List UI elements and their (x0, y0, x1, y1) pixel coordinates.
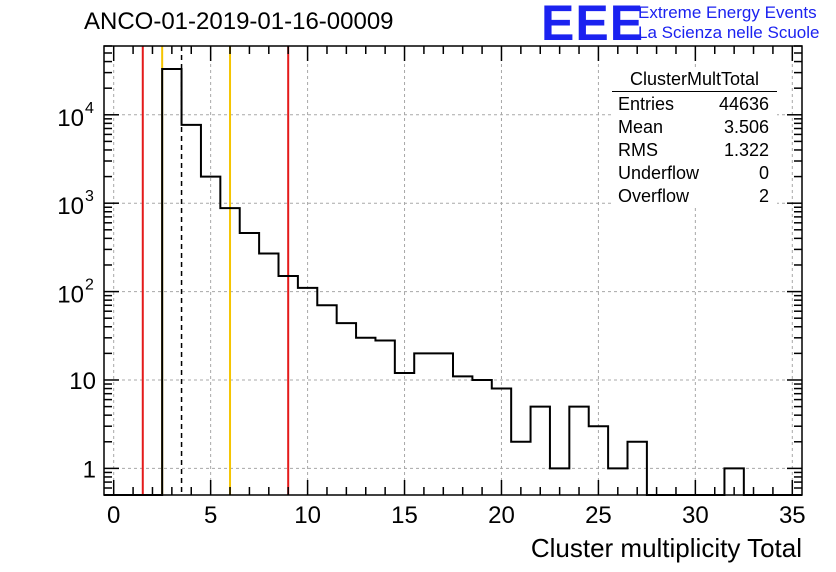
eee-logo-icon: EEE (541, 0, 645, 51)
stats-box: ClusterMultTotal Entries 44636 Mean 3.50… (612, 68, 777, 208)
x-tick-label: 30 (682, 502, 709, 529)
x-tick-label: 0 (107, 502, 120, 529)
histogram-bin (337, 323, 356, 495)
stats-label: Mean (618, 117, 664, 137)
logo-line-2: La Scienza nelle Scuole (638, 23, 820, 42)
plot-frame (103, 45, 803, 496)
x-tick-label: 20 (488, 502, 515, 529)
stats-row-overflow: Overflow 2 (612, 185, 777, 208)
stats-label: Underflow (618, 163, 700, 183)
histogram-bin (453, 376, 472, 495)
histogram-bars (104, 67, 802, 496)
histogram-bin (569, 407, 588, 495)
y-tick-exponent: 3 (85, 188, 94, 205)
histogram-bin (162, 69, 181, 495)
x-axis-label: Cluster multiplicity Total (530, 533, 802, 563)
y-tick-label: 1 (83, 456, 96, 483)
reference-lines (141, 46, 290, 495)
stats-value: 2 (758, 186, 769, 206)
x-tick-label: 25 (585, 502, 612, 529)
histogram-bin (182, 125, 201, 495)
x-tick-label: 5 (204, 502, 217, 529)
y-tick-label: 10 (69, 368, 96, 395)
x-tick-label: 35 (779, 502, 806, 529)
y-tick-label: 10 (57, 282, 84, 309)
histogram-bin (395, 373, 414, 495)
stats-row-rms: RMS 1.322 (612, 139, 777, 162)
stats-label: Overflow (618, 186, 690, 206)
y-tick-exponent: 4 (85, 100, 94, 117)
y-tick-label: 10 (57, 193, 84, 220)
histogram-outline (104, 67, 802, 496)
stats-row-entries: Entries 44636 (612, 93, 777, 116)
histogram-bin (375, 340, 394, 495)
stats-value: 0 (758, 163, 769, 183)
y-tick-label: 10 (57, 105, 84, 132)
logo-line-1: Extreme Energy Events (638, 3, 817, 22)
x-tick-label: 10 (294, 502, 321, 529)
histogram-bin (317, 305, 336, 495)
histogram-bin (356, 338, 375, 495)
histogram-bin (434, 353, 453, 495)
stats-row-mean: Mean 3.506 (612, 116, 777, 139)
histogram-bin (259, 253, 278, 495)
y-tick-exponent: 2 (85, 277, 94, 294)
histogram-bin (472, 380, 491, 495)
stats-value: 44636 (718, 94, 769, 114)
stats-label: RMS (618, 140, 658, 160)
stats-value: 3.506 (723, 117, 769, 137)
x-tick-label: 15 (391, 502, 418, 529)
stats-value: 1.322 (723, 140, 769, 160)
stats-title: ClusterMultTotal (612, 68, 777, 92)
histogram-bin (240, 233, 259, 495)
stats-row-underflow: Underflow 0 (612, 162, 777, 185)
histogram-bin (414, 353, 433, 495)
stats-label: Entries (618, 94, 675, 114)
histogram-bin (531, 407, 550, 495)
chart-title: ANCO-01-2019-01-16-00009 (84, 8, 394, 35)
